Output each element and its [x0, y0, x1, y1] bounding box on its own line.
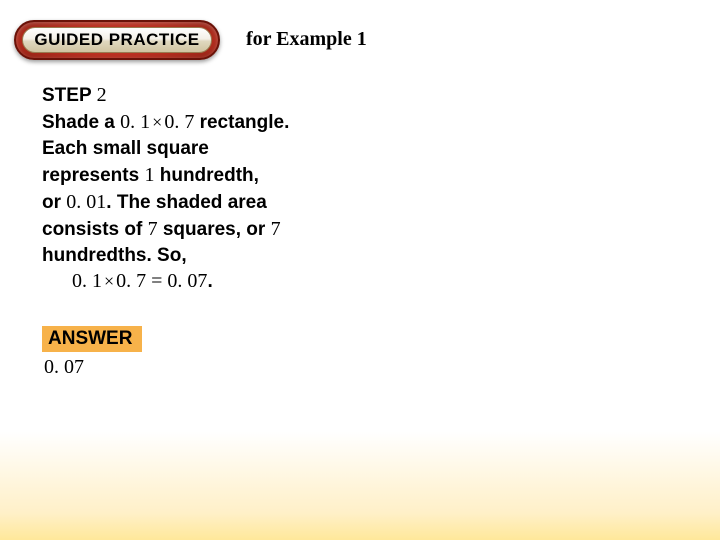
t1d: rectangle.	[194, 112, 289, 133]
t1b: 0. 1	[120, 111, 150, 133]
step-content: STEP 2 Shade a 0. 1×0. 7 rectangle. Each…	[42, 82, 352, 295]
answer-block: ANSWER 0. 07	[42, 326, 142, 379]
t3b: 1	[144, 164, 154, 186]
t1c: 0. 7	[164, 111, 194, 133]
t1a: Shade a	[42, 112, 120, 133]
times-icon: ×	[150, 110, 164, 134]
t3c: hundredth,	[154, 165, 258, 186]
t2: Each small square	[42, 138, 209, 159]
badge-label: GUIDED PRACTICE	[34, 30, 199, 50]
t5c: squares, or	[158, 219, 271, 240]
t5b: 7	[148, 218, 158, 240]
equation-line: 0. 1×0. 7 = 0. 07.	[72, 268, 352, 295]
t3a: represents	[42, 165, 144, 186]
t5a: consists of	[42, 219, 148, 240]
times-icon-2: ×	[102, 269, 116, 293]
answer-label: ANSWER	[42, 326, 142, 352]
badge-inner: GUIDED PRACTICE	[22, 27, 212, 53]
t4c: . The shaded area	[106, 192, 267, 213]
step-heading: STEP 2	[42, 82, 352, 109]
step-label: STEP	[42, 85, 91, 106]
t6: hundredths. So,	[42, 245, 187, 266]
eq-a: 0. 1	[72, 270, 102, 292]
for-example-label: for Example 1	[246, 28, 367, 51]
step-body: Shade a 0. 1×0. 7 rectangle. Each small …	[42, 109, 352, 268]
step-number: 2	[97, 84, 107, 106]
eq-c: .	[207, 271, 212, 292]
t4b: 0. 01	[66, 191, 106, 213]
t4a: or	[42, 192, 66, 213]
guided-practice-badge: GUIDED PRACTICE	[14, 20, 220, 60]
eq-b: 0. 7 = 0. 07	[116, 270, 207, 292]
answer-value: 0. 07	[42, 356, 142, 379]
t5d: 7	[271, 218, 281, 240]
